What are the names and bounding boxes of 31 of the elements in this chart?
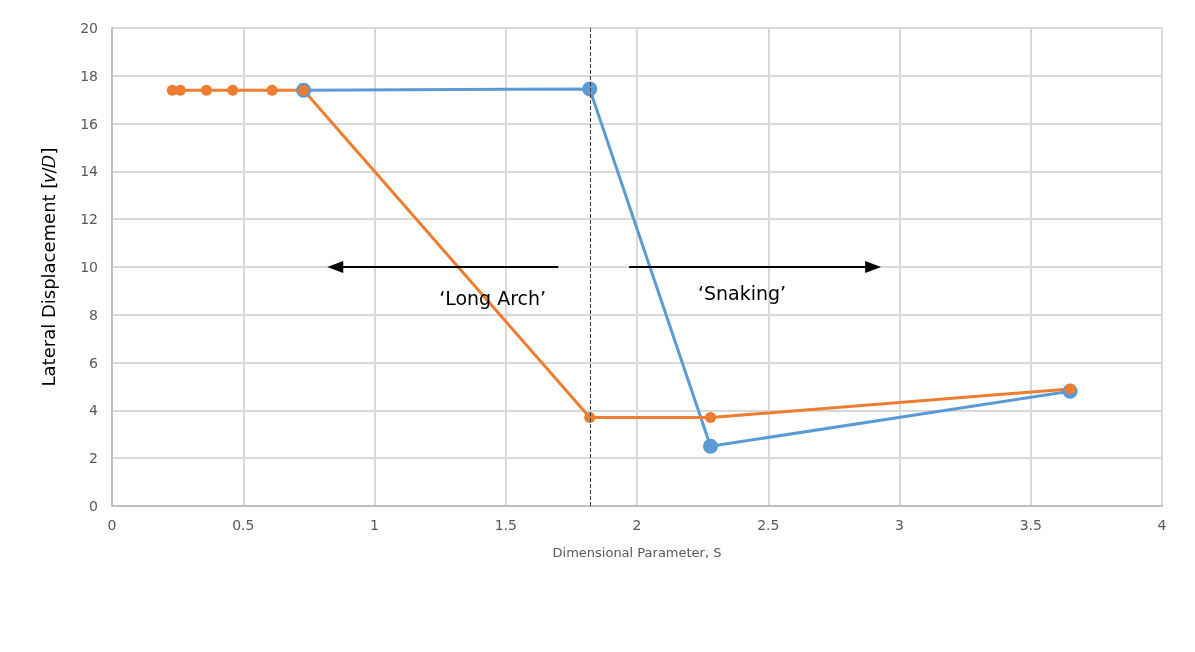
point <box>1064 383 1076 395</box>
x-axis-title: Dimensional Parameter, S <box>552 545 722 560</box>
x-tick-label: 0.5 <box>232 517 255 533</box>
point <box>266 84 278 96</box>
annotation: ‘Snaking’ <box>697 282 787 305</box>
point <box>582 81 598 97</box>
x-tick-label: 3.5 <box>1019 517 1042 533</box>
y-axis-title: Lateral Displacement [𝑣/𝐷] <box>37 147 59 387</box>
y-tick-label: 14 <box>80 163 99 180</box>
y-tick-label: 10 <box>80 259 98 275</box>
x-tick-label: 3 <box>895 517 904 533</box>
x-tick-label: 2.5 <box>757 517 780 533</box>
y-tick-label: 8 <box>89 306 98 323</box>
point <box>703 438 718 454</box>
point <box>227 84 239 96</box>
x-tick-label: 1.5 <box>494 517 517 533</box>
y-tick-label: 2 <box>89 450 98 467</box>
y-tick-label: 0 <box>89 498 98 514</box>
point <box>705 412 716 424</box>
x-tick-label: 4 <box>1157 517 1167 533</box>
point <box>584 412 596 424</box>
y-tick-label: 18 <box>80 67 98 84</box>
x-tick-label: 0 <box>107 517 117 533</box>
x-tick-label: 1 <box>370 517 379 533</box>
y-tick-label: 6 <box>89 354 99 371</box>
x-tick-label: 2 <box>632 517 642 533</box>
y-tick-label: 12 <box>80 211 98 228</box>
y-tick-label: 20 <box>80 20 98 36</box>
point <box>201 84 212 96</box>
y-tick-label: 16 <box>80 115 99 132</box>
y-tick-label: 4 <box>89 402 99 419</box>
